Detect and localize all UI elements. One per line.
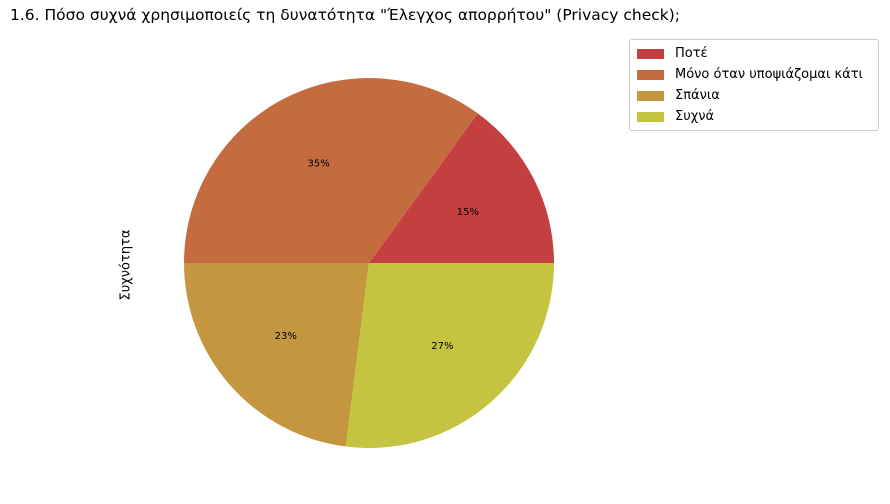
pie-slices — [184, 78, 554, 449]
legend-item: Συχνά — [637, 106, 870, 127]
slice-percent-label: 35% — [307, 159, 329, 170]
legend-swatch — [637, 69, 664, 80]
pie-slice — [184, 263, 369, 447]
pie-slice — [184, 78, 478, 263]
slice-percent-label: 15% — [457, 207, 479, 218]
legend-label: Μόνο όταν υποψιάζομαι κάτι — [675, 67, 863, 82]
legend-label: Σπάνια — [675, 88, 720, 103]
legend-item: Ποτέ — [637, 43, 870, 64]
legend-label: Συχνά — [675, 109, 715, 124]
legend-item: Μόνο όταν υποψιάζομαι κάτι — [637, 64, 870, 85]
legend-item: Σπάνια — [637, 85, 870, 106]
legend-swatch — [637, 90, 664, 101]
slice-percent-label: 27% — [431, 341, 453, 352]
legend: Ποτέ Μόνο όταν υποψιάζομαι κάτι Σπάνια Σ… — [629, 39, 879, 131]
pie-slice — [345, 263, 554, 449]
legend-swatch — [637, 111, 664, 122]
chart-title: 1.6. Πόσο συχνά χρησιμοποιείς τη δυνατότ… — [10, 6, 681, 24]
legend-label: Ποτέ — [675, 46, 708, 61]
pie-slice — [369, 113, 554, 264]
pie-percent-labels: 15% 35% 23% 27% — [275, 159, 479, 352]
slice-percent-label: 23% — [275, 331, 297, 342]
legend-swatch — [637, 48, 664, 59]
